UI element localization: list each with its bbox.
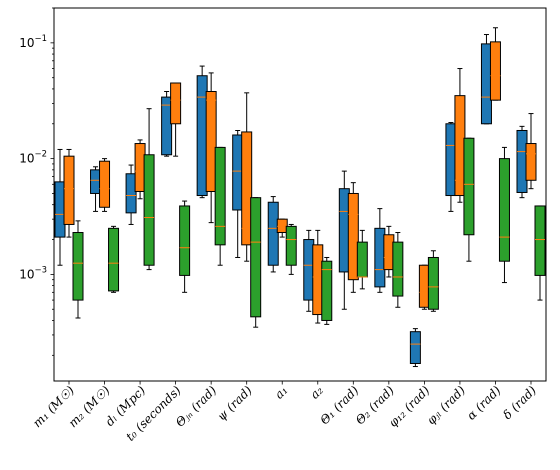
iqr-box — [489, 41, 501, 101]
box-series-3 — [534, 205, 546, 301]
iqr-box — [205, 91, 217, 193]
x-tick-label: α (rad) — [464, 383, 504, 423]
x-tick-label: a₂ — [308, 383, 326, 401]
iqr-box — [276, 218, 288, 234]
box-series-3 — [321, 256, 333, 325]
iqr-box — [72, 232, 84, 301]
box-series-3 — [392, 232, 404, 308]
iqr-box — [170, 82, 182, 125]
iqr-box — [285, 225, 297, 266]
x-tick-label: ψ (rad) — [214, 383, 255, 424]
iqr-box — [63, 155, 75, 225]
box-series-3 — [356, 229, 368, 290]
x-tick-label: φⱼₗ (rad) — [424, 383, 468, 427]
box-series-3 — [463, 137, 475, 262]
iqr-box — [427, 256, 439, 310]
x-axis: m₁ (M☉)m₂ (M☉)dₗ (Mpc)t₀ (seconds)Θⱼₙ (r… — [30, 381, 539, 444]
iqr-box — [267, 201, 279, 266]
box-series-1 — [374, 208, 386, 293]
iqr-box — [214, 146, 226, 246]
box-series-3 — [108, 225, 120, 293]
iqr-box — [392, 241, 404, 297]
box-series-3 — [72, 220, 84, 319]
box-series-2 — [276, 218, 288, 238]
box-series-3 — [498, 146, 510, 284]
iqr-box — [241, 131, 253, 246]
y-tick-label: 10−2 — [19, 150, 47, 166]
box-series-3 — [285, 223, 297, 275]
box-series-2 — [347, 182, 359, 293]
box-series-3 — [143, 108, 155, 271]
iqr-box — [525, 143, 537, 181]
iqr-box — [250, 197, 262, 318]
iqr-box — [99, 160, 111, 208]
y-axis: 10−3 10−2 10−1 — [19, 7, 54, 356]
iqr-box — [534, 205, 546, 276]
y-tick-label: 10−1 — [19, 34, 47, 50]
box-series-2 — [170, 82, 182, 157]
box-series-1 — [125, 164, 137, 225]
box-series-1 — [267, 196, 279, 273]
iqr-box — [463, 137, 475, 236]
box-series-3 — [250, 197, 262, 328]
y-tick-label: 10−3 — [19, 265, 47, 281]
iqr-box — [108, 227, 120, 292]
box-series-3 — [214, 146, 226, 266]
iqr-box — [347, 192, 359, 281]
box-series-1 — [409, 328, 421, 368]
box-series-2 — [489, 27, 501, 101]
iqr-box — [498, 158, 510, 262]
x-tick-label: a₁ — [272, 383, 290, 401]
box-series-2 — [63, 148, 75, 238]
box-series-3 — [179, 200, 191, 293]
x-tick-label: δ (rad) — [500, 383, 539, 422]
iqr-box — [321, 260, 333, 321]
iqr-box — [143, 154, 155, 266]
box-series-1 — [161, 91, 173, 157]
box-series-2 — [99, 158, 111, 212]
iqr-box — [356, 241, 368, 278]
plot-area-frame — [53, 7, 547, 382]
iqr-box — [179, 205, 191, 276]
box-series-3 — [427, 250, 439, 312]
box-plot-series — [54, 27, 546, 368]
iqr-box — [409, 331, 421, 364]
iqr-box — [161, 96, 173, 156]
box-series-2 — [241, 92, 253, 262]
box-series-2 — [205, 72, 217, 224]
iqr-box — [125, 173, 137, 214]
box-series-2 — [525, 113, 537, 190]
